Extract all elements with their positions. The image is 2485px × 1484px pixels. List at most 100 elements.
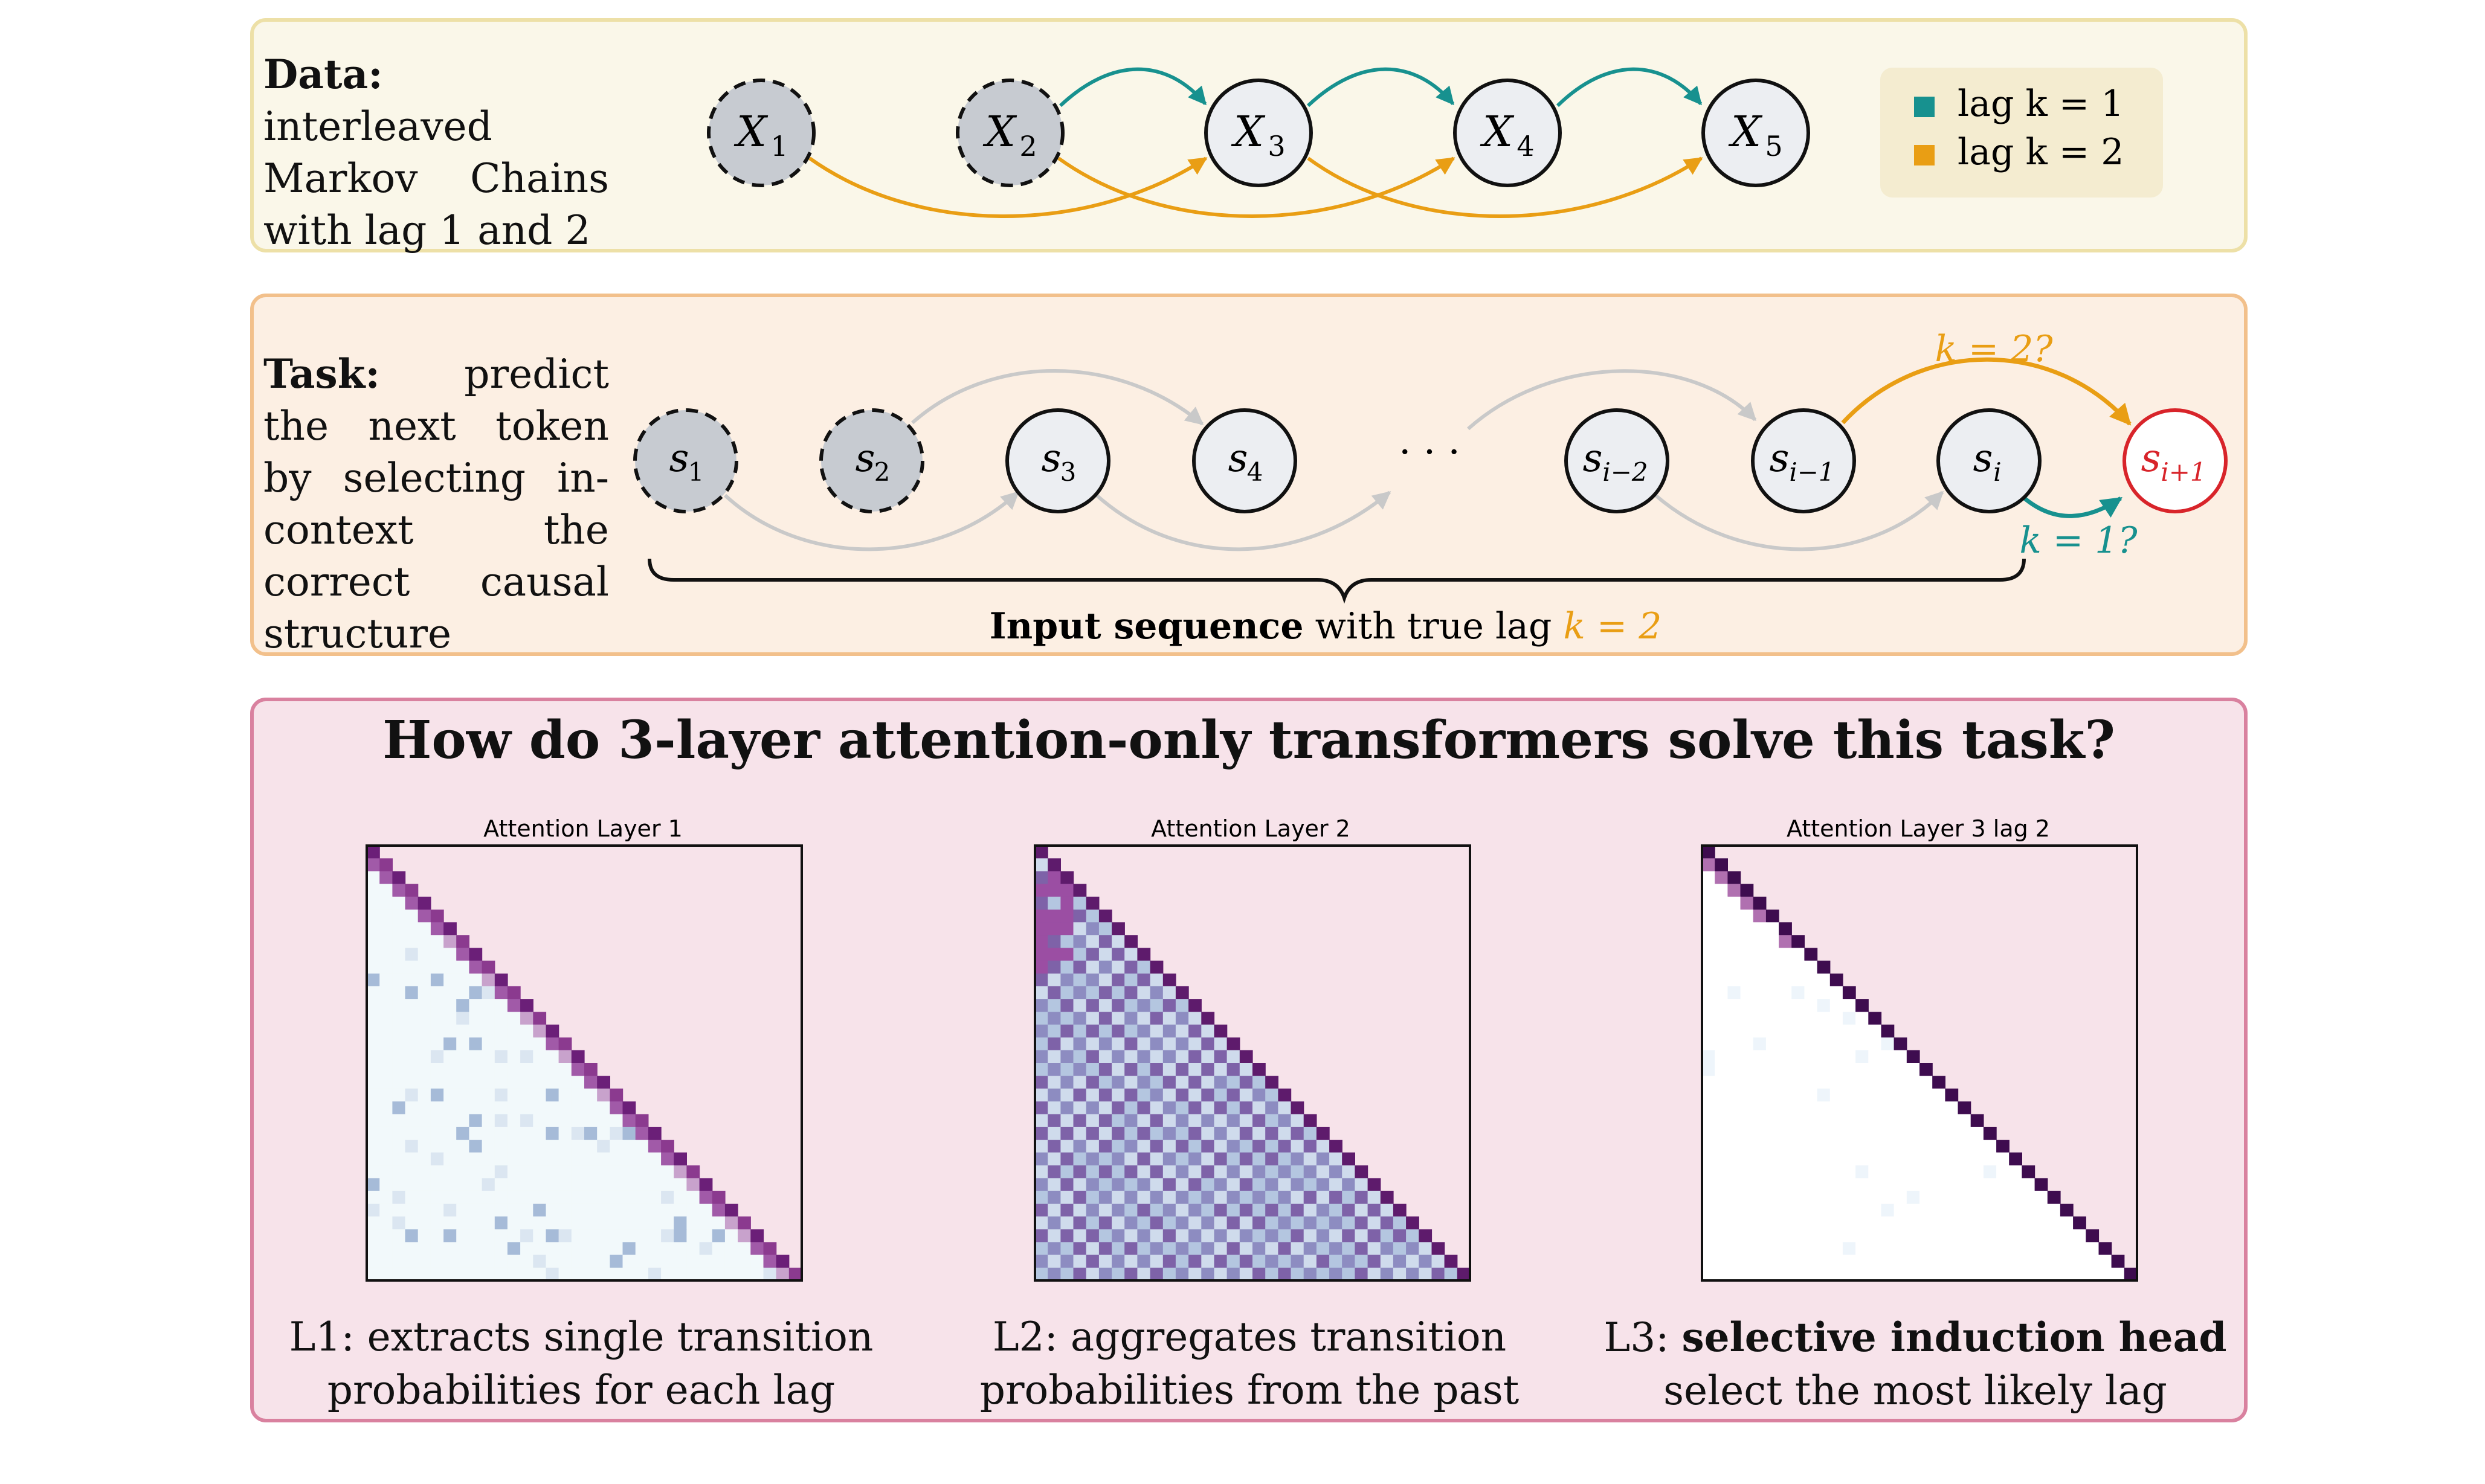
heatmap-2-cell xyxy=(1265,1114,1278,1128)
heatmap-1-cell xyxy=(635,1203,649,1217)
heatmap-1-cell xyxy=(507,1152,521,1166)
heatmap-1-cell xyxy=(610,1216,624,1230)
heatmap-2-cell xyxy=(1201,1267,1215,1281)
heatmap-2-cell xyxy=(1188,1050,1202,1064)
heatmap-3-cell xyxy=(1791,1126,1805,1140)
heatmap-1-cell xyxy=(469,1178,483,1192)
heatmap-3-cell xyxy=(1765,1229,1779,1243)
heatmap-1-cell xyxy=(546,1203,559,1217)
heatmap-1-cell xyxy=(699,1242,713,1256)
heatmap-2-cell xyxy=(1278,1242,1292,1256)
caption-1-line-1: L1: extracts single transition xyxy=(289,1314,874,1360)
heatmap-3-cell xyxy=(1753,1242,1767,1256)
heatmap-1-cell xyxy=(405,1101,419,1115)
heatmap-2-cell xyxy=(1226,1203,1240,1217)
heatmap-3-cell xyxy=(1779,1050,1792,1064)
heatmap-1-cell xyxy=(546,1088,559,1102)
heatmap-2-cell xyxy=(1098,973,1112,987)
heatmap-1-cell xyxy=(392,999,406,1012)
heatmap-2-cell xyxy=(1098,1165,1112,1179)
heatmap-3-cell xyxy=(1996,1216,2010,1230)
legend: lag k = 1 lag k = 2 xyxy=(1880,68,2163,198)
heatmap-1-cell xyxy=(507,1254,521,1268)
heatmap-2-cell xyxy=(1124,1203,1138,1217)
heatmap-1-cell xyxy=(379,1178,393,1192)
heatmap-2-cell xyxy=(1035,999,1048,1012)
heatmap-1-cell xyxy=(482,1165,495,1179)
heatmap-1-cell xyxy=(507,1165,521,1179)
heatmap-2-cell xyxy=(1048,1126,1061,1140)
heatmap-1-cell xyxy=(546,1140,559,1153)
heatmap-1-cell xyxy=(405,1140,419,1153)
heatmap-2-cell xyxy=(1252,1178,1266,1192)
heatmap-2-cell xyxy=(1265,1254,1278,1268)
heatmap-2-cell xyxy=(1419,1242,1433,1256)
heatmap-2-cell xyxy=(1316,1190,1330,1204)
heatmap-3-cell xyxy=(2022,1254,2035,1268)
heatmap-2-cell xyxy=(1201,1050,1215,1064)
heatmap-3-cell xyxy=(1945,1229,1959,1243)
heatmap-2-cell xyxy=(1073,1242,1087,1256)
heatmap-2-cell xyxy=(1226,1063,1240,1076)
heatmap-1-cell xyxy=(367,922,380,936)
heatmap-1-cell xyxy=(405,1165,419,1179)
heatmap-1-cell xyxy=(430,1114,444,1128)
heatmap-3-cell xyxy=(1779,1076,1792,1089)
heatmap-3-cell xyxy=(2009,1178,2022,1192)
heatmap-2-cell xyxy=(1048,1024,1061,1038)
heatmap-1-cell xyxy=(520,1203,533,1217)
heatmap-1-cell xyxy=(430,1012,444,1026)
heatmap-1-cell xyxy=(469,1012,483,1026)
heatmap-1-cell xyxy=(405,1063,419,1076)
heatmap-1-cell xyxy=(456,999,469,1012)
heatmap-2-cell xyxy=(1060,1165,1074,1179)
heatmap-3-cell xyxy=(1970,1267,1984,1281)
heatmap-1-cell xyxy=(469,1088,483,1102)
heatmap-3-cell xyxy=(1740,1037,1754,1051)
heatmap-3-cell xyxy=(1958,1267,1971,1281)
heatmap-2-cell xyxy=(1150,1152,1164,1166)
heatmap-2-cell xyxy=(1329,1165,1342,1179)
heatmap-1-cell xyxy=(546,1037,559,1051)
heatmap-1-cell xyxy=(571,1063,585,1076)
heatmap-1-cell xyxy=(776,1254,790,1268)
heatmap-3-cell xyxy=(1829,986,1843,1000)
heatmap-2-cell xyxy=(1048,948,1061,962)
svg-text:4: 4 xyxy=(1247,457,1263,487)
heatmap-3-cell xyxy=(1983,1140,1997,1153)
heatmap-3-cell xyxy=(1817,1140,1831,1153)
heatmap-2-cell xyxy=(1406,1216,1419,1230)
heatmap-3-cell xyxy=(1855,1140,1869,1153)
heatmap-2-cell xyxy=(1150,1063,1164,1076)
heatmap-1-cell xyxy=(584,1254,598,1268)
heatmap-1-cell xyxy=(405,1076,419,1089)
heatmap-1-cell xyxy=(622,1152,636,1166)
heatmap-2-cell xyxy=(1214,1229,1228,1243)
heatmap-2-cell xyxy=(1098,1126,1112,1140)
heatmap-2-cell xyxy=(1112,1254,1125,1268)
heatmap-3-cell xyxy=(1753,1063,1767,1076)
heatmap-2-cell xyxy=(1035,846,1048,859)
heatmap-3-cell xyxy=(1804,1012,1818,1026)
heatmap-1-cell xyxy=(558,1037,572,1051)
heatmap-2-cell xyxy=(1073,884,1087,898)
heatmap-3-cell xyxy=(1753,1203,1767,1217)
heatmap-3-cell xyxy=(1829,1024,1843,1038)
heatmap-2-cell xyxy=(1150,1037,1164,1051)
heatmap-2-cell xyxy=(1303,1242,1317,1256)
heatmap-2-cell xyxy=(1291,1229,1304,1243)
heatmap-3-cell xyxy=(1765,948,1779,962)
heatmap-3-cell xyxy=(1753,973,1767,987)
heatmap-2-cell xyxy=(1265,1126,1278,1140)
heatmap-1-cell xyxy=(558,1126,572,1140)
heatmap-3-cell xyxy=(1881,1088,1895,1102)
heatmap-1-cell xyxy=(622,1254,636,1268)
heatmap-3-cell xyxy=(1765,1140,1779,1153)
heatmap-2-cell xyxy=(1150,1024,1164,1038)
heatmap-1-cell xyxy=(558,1229,572,1243)
heatmap-2-cell xyxy=(1201,1063,1215,1076)
heatmap-2-cell xyxy=(1214,1242,1228,1256)
heatmap-3-cell xyxy=(2086,1242,2100,1256)
heatmap-3-cell xyxy=(1791,1114,1805,1128)
